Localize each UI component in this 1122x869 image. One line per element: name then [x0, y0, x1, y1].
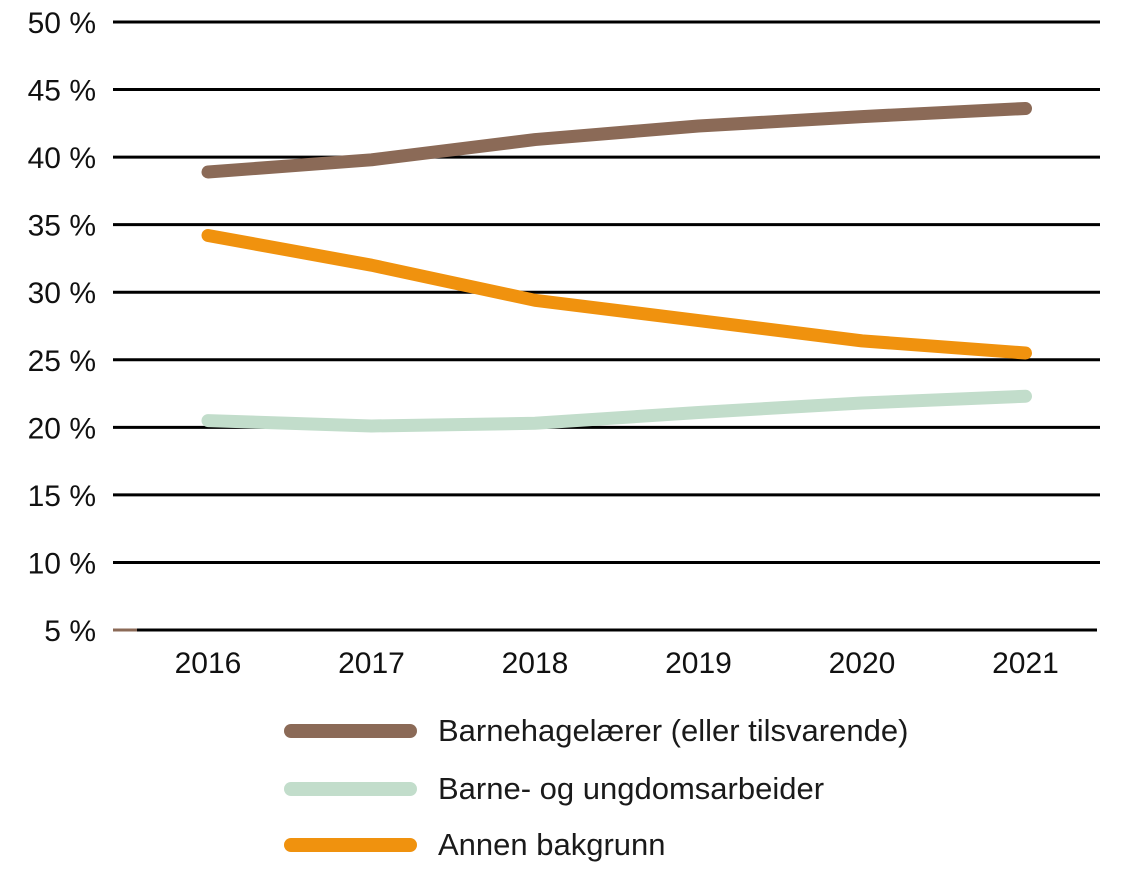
y-tick-label: 45 %	[28, 75, 96, 108]
series-line-1	[201, 389, 1032, 433]
y-tick-label: 35 %	[28, 210, 96, 243]
y-axis-tick-labels: 5 % 10 % 15 % 20 % 25 % 30 % 35 % 40 % 45 % 50 %	[28, 7, 96, 648]
legend-label: Barne- og ungdomsarbeider	[438, 771, 824, 806]
x-axis-tick-labels: 2016 2017 2018 2019 2020 2021	[175, 647, 1059, 680]
series-line-0	[201, 101, 1032, 179]
y-tick-label: 30 %	[28, 277, 96, 310]
x-tick-label: 2017	[338, 647, 405, 680]
legend: Barnehagelærer (eller tilsvarende) Barne-…	[284, 713, 908, 862]
x-tick-label: 2020	[829, 647, 896, 680]
legend-label: Annen bakgrunn	[438, 827, 666, 862]
y-tick-label: 40 %	[28, 142, 96, 175]
x-tick-label: 2021	[992, 647, 1059, 680]
legend-item: Barne- og ungdomsarbeider	[284, 771, 824, 806]
x-tick-label: 2016	[175, 647, 242, 680]
series-lines	[201, 101, 1032, 433]
y-tick-label: 10 %	[28, 547, 96, 580]
y-tick-label: 20 %	[28, 412, 96, 445]
legend-label: Barnehagelærer (eller tilsvarende)	[438, 713, 908, 748]
legend-item: Barnehagelærer (eller tilsvarende)	[284, 713, 908, 748]
y-tick-label: 25 %	[28, 345, 96, 378]
series-line-2	[201, 228, 1032, 360]
y-tick-label: 15 %	[28, 480, 96, 513]
y-tick-label: 50 %	[28, 7, 96, 40]
y-tick-label: 5 %	[44, 615, 96, 648]
x-tick-label: 2018	[502, 647, 569, 680]
legend-item: Annen bakgrunn	[284, 827, 666, 862]
x-tick-label: 2019	[665, 647, 732, 680]
